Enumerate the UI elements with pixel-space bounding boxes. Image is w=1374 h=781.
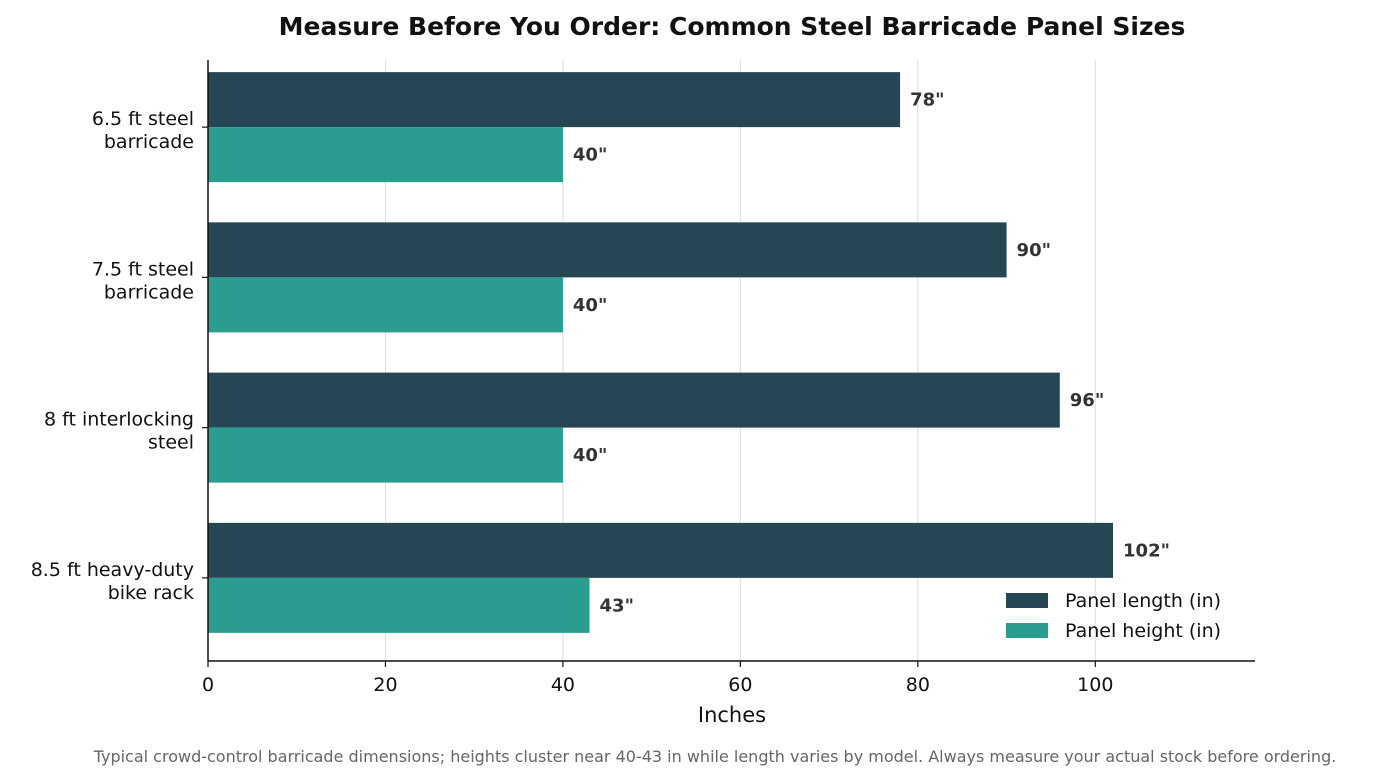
bar-value-label: 40"	[573, 295, 607, 316]
ticks: 0 20 40 60 80 100 6.5 ft steel barricade 7.5 ft …	[31, 108, 1114, 696]
bar-value-label: 90"	[1017, 240, 1051, 261]
legend: Panel length (in) Panel height (in)	[1006, 590, 1221, 642]
legend-label: Panel length (in)	[1065, 590, 1221, 612]
x-tick-label: 80	[906, 674, 930, 696]
x-axis-label: Inches	[698, 703, 766, 727]
x-tick-label: 20	[373, 674, 397, 696]
bar	[208, 577, 590, 633]
legend-swatch	[1006, 623, 1048, 638]
bar-value-label: 43"	[600, 595, 634, 616]
bar	[208, 72, 901, 128]
x-tick-label: 100	[1077, 674, 1113, 696]
bar-value-label: 40"	[573, 145, 607, 166]
value-labels: 78" 40" 90" 40" 96" 40" 102" 43"	[573, 90, 1170, 617]
bar-value-label: 102"	[1123, 540, 1170, 561]
x-tick-label: 60	[728, 674, 752, 696]
chart-title: Measure Before You Order: Common Steel B…	[279, 12, 1186, 41]
y-tick-label: 7.5 ft steel barricade	[92, 258, 194, 303]
bar	[208, 277, 563, 333]
bar	[208, 522, 1114, 578]
bars	[208, 72, 1114, 633]
bar	[208, 372, 1060, 428]
footnote: Typical crowd-control barricade dimensio…	[93, 747, 1337, 766]
x-tick-label: 0	[202, 674, 214, 696]
bar-value-label: 96"	[1070, 390, 1104, 411]
bar-value-label: 78"	[910, 90, 944, 111]
bar	[208, 427, 563, 483]
bar	[208, 222, 1007, 278]
y-tick-label: 6.5 ft steel barricade	[92, 108, 194, 153]
y-tick-label: 8.5 ft heavy-duty bike rack	[31, 559, 194, 604]
bar-value-label: 40"	[573, 445, 607, 466]
axes	[207, 60, 1255, 662]
y-tick-label: 8 ft interlocking steel	[44, 409, 194, 454]
bar	[208, 127, 563, 183]
legend-label: Panel height (in)	[1065, 620, 1221, 642]
x-tick-label: 40	[551, 674, 575, 696]
legend-swatch	[1006, 593, 1048, 608]
